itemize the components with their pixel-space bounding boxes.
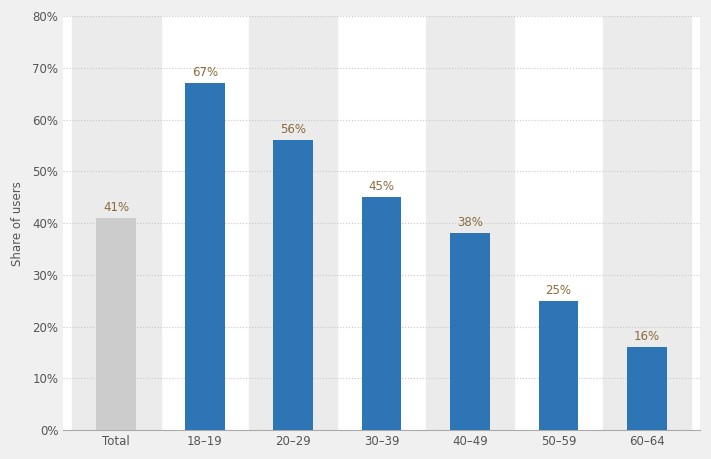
Bar bbox=[603, 16, 691, 430]
Bar bbox=[426, 16, 514, 430]
Text: 41%: 41% bbox=[103, 201, 129, 214]
Bar bbox=[97, 218, 137, 430]
Text: 56%: 56% bbox=[280, 123, 306, 136]
Text: 45%: 45% bbox=[368, 180, 395, 193]
Bar bbox=[185, 84, 225, 430]
Bar bbox=[249, 16, 338, 430]
Bar bbox=[450, 234, 490, 430]
Text: 25%: 25% bbox=[545, 284, 572, 297]
Text: 38%: 38% bbox=[457, 216, 483, 230]
Y-axis label: Share of users: Share of users bbox=[11, 181, 24, 265]
Bar bbox=[362, 197, 402, 430]
Text: 67%: 67% bbox=[192, 66, 218, 79]
Bar bbox=[538, 301, 578, 430]
Bar bbox=[72, 16, 161, 430]
Text: 16%: 16% bbox=[634, 330, 660, 343]
Bar bbox=[273, 140, 313, 430]
Bar bbox=[627, 347, 667, 430]
